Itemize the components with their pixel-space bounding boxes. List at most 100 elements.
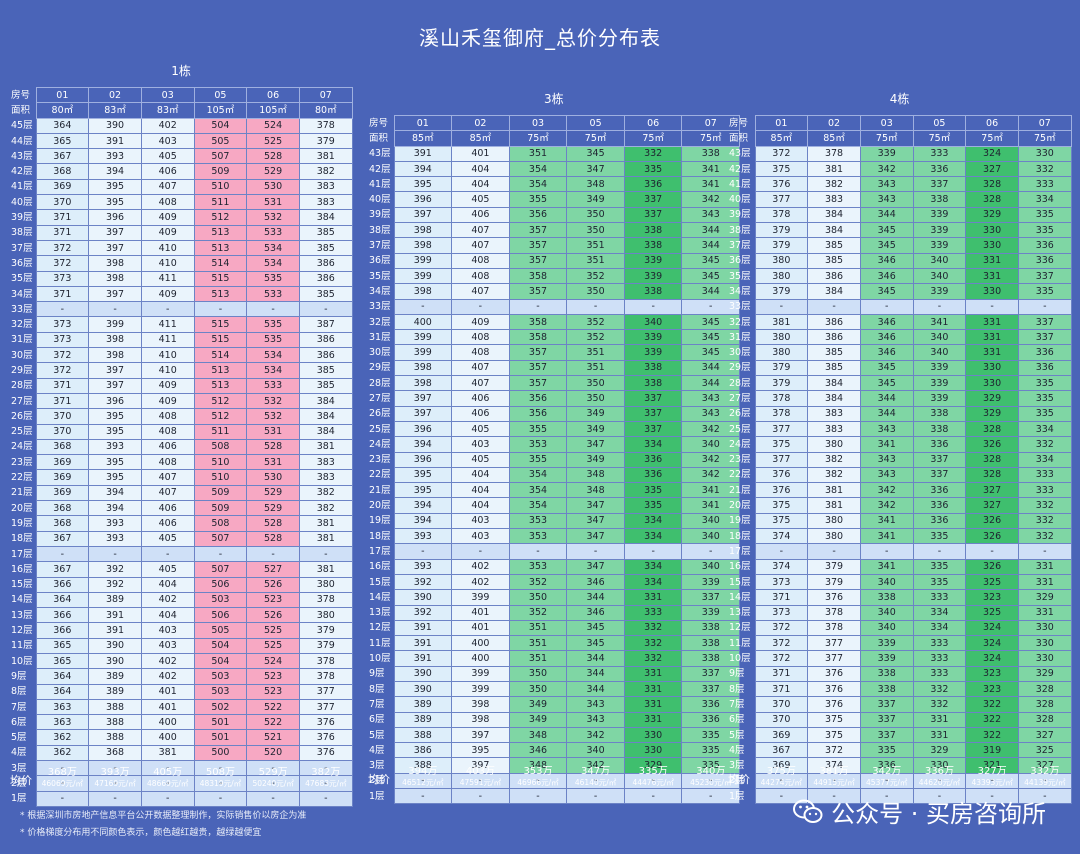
- price-cell: 347: [566, 497, 625, 514]
- price-cell: 354: [508, 482, 568, 499]
- price-cell: 402: [140, 668, 195, 685]
- price-cell: 371: [35, 209, 90, 226]
- price-cell: 336: [1017, 237, 1072, 254]
- price-cell: 391: [88, 622, 142, 639]
- price-cell: 348: [566, 176, 625, 193]
- floor-label: 41层: [729, 178, 751, 190]
- price-cell: 402: [140, 652, 195, 670]
- price-cell: 398: [393, 375, 453, 392]
- price-cell: 323: [965, 665, 1019, 682]
- unit-area: 75㎡: [912, 130, 967, 147]
- price-cell: 400: [451, 635, 510, 652]
- floor-row: 24层 394 403 353 347 334 340: [368, 436, 741, 453]
- floor-row: 43层 367 393 405 507 528 381: [10, 148, 353, 165]
- floor-row: 15层 366 392 404 506 526 380: [10, 576, 353, 593]
- price-cell: 523: [246, 683, 300, 700]
- price-cell: 352: [508, 573, 568, 591]
- price-cell: 399: [393, 252, 453, 269]
- floor-row: 5层 388 397 348 342 330 335: [368, 726, 741, 744]
- price-cell: 375: [754, 160, 809, 178]
- price-cell: -: [912, 788, 967, 805]
- price-cell: 400: [140, 714, 195, 731]
- floor-row: 6层 370 375 337 331 322 328: [728, 711, 1072, 728]
- price-cell: -: [246, 760, 300, 777]
- price-cell: 382: [298, 484, 353, 502]
- price-cell: 534: [246, 362, 300, 379]
- price-cell: 369: [35, 454, 90, 471]
- price-cell: 329: [965, 206, 1019, 224]
- price-cell: 522: [246, 698, 300, 716]
- price-cell: 334: [912, 604, 967, 621]
- price-cell: -: [393, 772, 453, 790]
- price-cell: 531: [246, 454, 300, 471]
- price-cell: 510: [193, 454, 248, 471]
- price-cell: 403: [451, 436, 510, 453]
- price-cell: 534: [246, 255, 300, 272]
- price-cell: 385: [298, 285, 353, 303]
- floor-row: 12层 391 401 351 345 332 338: [368, 619, 741, 637]
- avg-cell: 335万 44476元/㎡: [624, 766, 682, 788]
- floor-label: 3层: [11, 762, 27, 774]
- avg-cell: 403万 47591元/㎡: [452, 766, 510, 788]
- price-cell: 514: [193, 347, 248, 364]
- price-cell: 333: [912, 145, 967, 162]
- floor-label: 17层: [11, 548, 33, 560]
- price-cell: 344: [566, 589, 625, 606]
- floor-label: 4层: [369, 744, 385, 756]
- floor-row: 34层 398 407 357 350 338 344: [368, 283, 741, 300]
- unit-number: 03: [859, 114, 914, 132]
- price-cell: 335: [912, 573, 967, 591]
- price-cell: 357: [508, 237, 568, 254]
- price-cell: 323: [965, 680, 1019, 698]
- row-label: 面积: [11, 104, 31, 116]
- price-cell: 512: [193, 408, 248, 425]
- unit-number: 06: [965, 114, 1019, 132]
- avg-total-price: 340万: [696, 765, 726, 777]
- price-cell: 380: [807, 436, 861, 453]
- price-cell: 511: [193, 423, 248, 440]
- price-cell: 378: [754, 206, 809, 224]
- price-cell: -: [807, 788, 861, 805]
- price-cell: 349: [566, 420, 625, 438]
- unit-number: 06: [246, 86, 300, 104]
- floor-label: 40层: [369, 194, 391, 206]
- price-cell: 373: [35, 316, 90, 333]
- price-cell: 339: [859, 145, 914, 162]
- unit-area: 83㎡: [140, 102, 195, 119]
- avg-unit-price: 46140元/㎡: [574, 777, 617, 787]
- area-header-row: 面积 85㎡ 85㎡ 75㎡ 75㎡ 75㎡ 75㎡: [728, 130, 1072, 147]
- price-cell: 381: [298, 148, 353, 165]
- price-cell: 324: [965, 650, 1019, 667]
- price-cell: 362: [35, 729, 90, 746]
- floor-row: 11层 372 377 339 333 324 330: [728, 635, 1072, 652]
- price-cell: 378: [807, 619, 861, 637]
- row-label: 房号: [729, 117, 749, 129]
- price-cell: 342: [859, 160, 914, 178]
- price-cell: 372: [754, 650, 809, 667]
- price-cell: -: [965, 298, 1019, 315]
- price-cell: 340: [566, 742, 625, 759]
- floor-row: 18层 374 380 341 335 326 332: [728, 528, 1072, 545]
- floor-label: 17层: [729, 545, 751, 557]
- building-name-2: 3栋: [543, 92, 564, 106]
- avg-cell: 353万 46966元/㎡: [509, 766, 567, 788]
- avg-cell: 381万 44915元/㎡: [808, 766, 861, 788]
- price-cell: 384: [298, 392, 353, 410]
- price-cell: 405: [451, 451, 510, 468]
- floor-row: 31层 380 386 346 340 331 337: [728, 329, 1072, 346]
- building-name-3: 4栋: [889, 92, 910, 106]
- price-cell: 411: [140, 331, 195, 349]
- price-cell: -: [754, 772, 809, 790]
- price-cell: 392: [393, 573, 453, 591]
- price-cell: 341: [681, 160, 741, 178]
- avg-unit-price: 46512元/㎡: [402, 777, 444, 787]
- floor-label: 30层: [369, 347, 391, 359]
- price-cell: 511: [193, 194, 248, 211]
- price-cell: 525: [246, 622, 300, 639]
- floor-row: 34层 379 384 345 339 330 335: [728, 283, 1072, 300]
- row-label: 面积: [729, 132, 749, 144]
- price-cell: 384: [298, 209, 353, 226]
- floor-row: 35层 373 398 411 515 535 386: [10, 270, 353, 287]
- price-cell: 349: [566, 451, 625, 468]
- building-name-1: 1栋: [171, 64, 191, 78]
